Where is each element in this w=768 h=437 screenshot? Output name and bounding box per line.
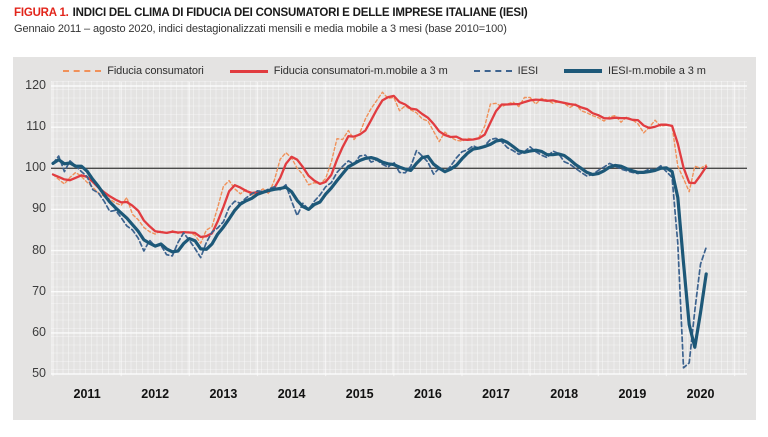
series-iesi-mm3 [51,138,708,349]
chart-panel: Fiducia consumatori Fiducia consumatori-… [13,57,756,420]
legend-swatch-blue-dashed [473,70,512,72]
x-axis-year-label: 2012 [141,387,170,401]
figure-subtitle: Gennaio 2011 – agosto 2020, indici desta… [14,23,507,35]
x-axis-year-label: 2011 [73,387,101,401]
x-axis-year-label: 2015 [345,387,374,401]
legend-label: IESI [517,65,539,77]
legend-label: Fiducia consumatori [107,65,204,77]
figure-title-text: INDICI DEL CLIMA DI FIDUCIA DEI CONSUMAT… [72,7,528,19]
y-axis-tick-label: 120 [25,78,46,92]
x-axis-year-label: 2014 [277,387,306,401]
figure-title: FIGURA 1. INDICI DEL CLIMA DI FIDUCIA DEI… [14,6,754,21]
x-axis-year-label: 2018 [550,387,579,401]
series-fiducia-consumatori-mm3 [51,94,708,239]
y-axis-tick-label: 50 [32,366,46,380]
y-axis-tick-label: 60 [32,324,46,339]
y-axis-tick-label: 80 [32,242,46,257]
legend-label: Fiducia consumatori-m.mobile a 3 m [273,65,448,77]
y-axis-tick-label: 100 [25,160,46,175]
x-axis-year-label: 2020 [686,387,715,401]
legend-item-fiducia-consumatori: Fiducia consumatori [63,65,204,77]
legend-swatch-red-solid [229,69,268,73]
legend-swatch-navy-solid [564,69,603,73]
legend-item-fiducia-consumatori-mm3: Fiducia consumatori-m.mobile a 3 m [229,65,448,77]
legend-swatch-orange-dashed [63,70,102,72]
y-axis-tick-label: 70 [32,283,46,298]
x-axis-year-label: 2016 [413,387,442,401]
legend-item-iesi: IESI [473,65,539,77]
figure-number: FIGURA 1. [14,7,69,19]
title-block: FIGURA 1. INDICI DEL CLIMA DI FIDUCIA DEI… [14,6,754,36]
plot-minor-grid [51,81,747,374]
x-axis-year-label: 2019 [618,387,647,401]
x-axis-year-label: 2017 [482,387,510,401]
legend-label: IESI-m.mobile a 3 m [608,65,706,77]
y-axis-tick-label: 90 [32,201,46,216]
x-axis-year-label: 2013 [209,387,238,401]
chart-legend: Fiducia consumatori Fiducia consumatori-… [13,63,756,79]
y-axis-tick-label: 110 [26,119,46,134]
line-chart [51,81,747,377]
legend-item-iesi-mm3: IESI-m.mobile a 3 m [564,65,706,77]
